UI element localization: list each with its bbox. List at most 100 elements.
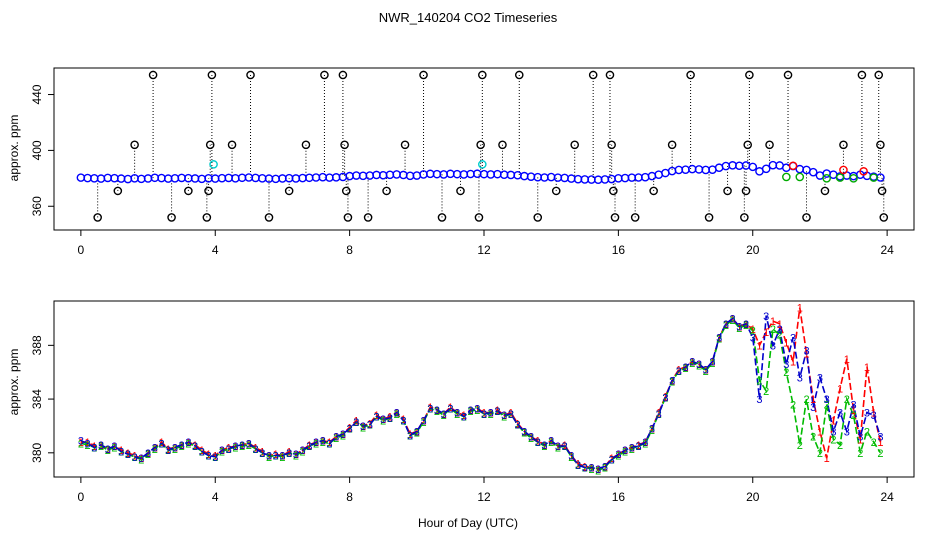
series-3-marker: 3 [515, 420, 521, 432]
series-1-marker: 1 [179, 440, 185, 452]
series-1-marker: 1 [830, 416, 836, 428]
series-2-marker: 2 [783, 367, 789, 379]
flagged-point [857, 70, 867, 80]
series-1-marker: 1 [629, 442, 635, 454]
series-2-marker: 2 [857, 448, 863, 460]
baseline-point [748, 162, 758, 172]
flagged-point [246, 70, 255, 80]
series-3-marker: 3 [253, 444, 259, 456]
flagged-point [570, 140, 580, 150]
series-1-marker: 1 [118, 445, 124, 457]
flagged-point [874, 70, 884, 80]
series-1-marker: 1 [723, 319, 729, 331]
series-2-marker: 2 [300, 446, 306, 458]
flagged-point [320, 70, 329, 80]
series-1-marker: 1 [797, 303, 803, 315]
series-1-marker: 1 [414, 426, 420, 438]
flagged-point [802, 213, 811, 222]
series-1-marker: 1 [373, 410, 379, 422]
x-tick-label: 16 [612, 243, 626, 257]
series-2-marker: 2 [125, 449, 131, 461]
series-2-marker: 2 [98, 441, 104, 453]
flagged-point [704, 213, 714, 222]
flagged-point [745, 70, 754, 80]
series-2-marker: 2 [320, 437, 326, 449]
figure-title: NWR_140204 CO2 Timeseries [379, 10, 558, 25]
series-1-marker: 1 [494, 405, 500, 417]
series-1-marker: 1 [777, 319, 783, 331]
series-2-marker: 2 [313, 438, 319, 450]
series-3-marker: 3 [575, 460, 581, 472]
series-1-marker: 1 [253, 442, 259, 454]
series-3-marker: 3 [508, 409, 514, 421]
series-2-marker: 2 [635, 441, 641, 453]
series-3-marker: 3 [91, 442, 97, 454]
series-3-marker: 3 [434, 405, 440, 417]
series-1-marker: 1 [568, 451, 574, 463]
series-2-marker: 2 [797, 440, 803, 452]
series-3-marker: 3 [172, 442, 178, 454]
series-2-marker: 2 [185, 438, 191, 450]
series-2-marker: 2 [629, 444, 635, 456]
flagged-point [740, 213, 749, 222]
series-3-marker: 3 [803, 346, 809, 358]
flagged-point [227, 140, 237, 150]
flagged-point [609, 186, 618, 196]
series-1-marker: 1 [750, 324, 756, 336]
flagged-point [202, 213, 212, 222]
series-3-marker: 3 [279, 451, 285, 463]
series-2-marker: 2 [541, 441, 547, 453]
series-2-marker: 2 [118, 446, 124, 458]
series-2-marker: 2 [696, 360, 702, 372]
series-3-marker: 3 [488, 408, 494, 420]
series-1-marker: 1 [535, 436, 541, 448]
flagged-point [514, 70, 524, 80]
series-1-marker: 1 [508, 408, 514, 420]
series-2-marker: 2 [777, 330, 783, 342]
cyan-point [209, 160, 218, 169]
series-1-marker: 1 [273, 449, 279, 461]
flagged-point [93, 213, 102, 222]
series-1-marker: 1 [844, 354, 850, 366]
series-2-marker: 2 [810, 432, 816, 444]
series-3-marker: 3 [777, 324, 783, 336]
series-3-marker: 3 [347, 424, 353, 436]
flagged-point [533, 213, 543, 222]
series-3-line [80, 315, 882, 470]
series-3-marker: 3 [481, 409, 487, 421]
series-1-marker: 1 [125, 448, 131, 460]
series-1-marker: 1 [461, 410, 467, 422]
series-2-marker: 2 [716, 334, 722, 346]
series-1-marker: 1 [454, 408, 460, 420]
flagged-point [879, 213, 889, 222]
series-3-marker: 3 [662, 393, 668, 405]
series-2-marker: 2 [575, 460, 581, 472]
flagged-point [340, 140, 349, 150]
series-3-marker: 3 [871, 410, 877, 422]
flagged-point [610, 213, 620, 222]
series-1-marker: 1 [85, 437, 91, 449]
series-1-marker: 1 [635, 440, 641, 452]
series-1-marker: 1 [783, 338, 789, 350]
series-2-marker: 2 [85, 440, 91, 452]
series-1-marker: 1 [226, 442, 232, 454]
green-point [869, 173, 878, 182]
series-2-marker: 2 [407, 430, 413, 442]
series-3-marker: 3 [783, 359, 789, 371]
series-2-marker: 2 [78, 438, 84, 450]
x-tick-label: 8 [346, 490, 353, 504]
series-2-marker: 2 [192, 441, 198, 453]
flagged-point [400, 140, 410, 150]
series-2-marker: 2 [441, 410, 447, 422]
series-2-marker: 2 [488, 409, 494, 421]
series-3-marker: 3 [427, 403, 433, 415]
series-3-marker: 3 [353, 417, 359, 429]
flagged-point [341, 186, 351, 196]
series-2-marker: 2 [850, 410, 856, 422]
series-2-marker: 2 [730, 315, 736, 327]
series-2-marker: 2 [165, 445, 171, 457]
series-1-marker: 1 [326, 437, 332, 449]
baseline-point [808, 167, 818, 177]
series-2-marker: 2 [353, 417, 359, 429]
series-3-marker: 3 [306, 441, 312, 453]
